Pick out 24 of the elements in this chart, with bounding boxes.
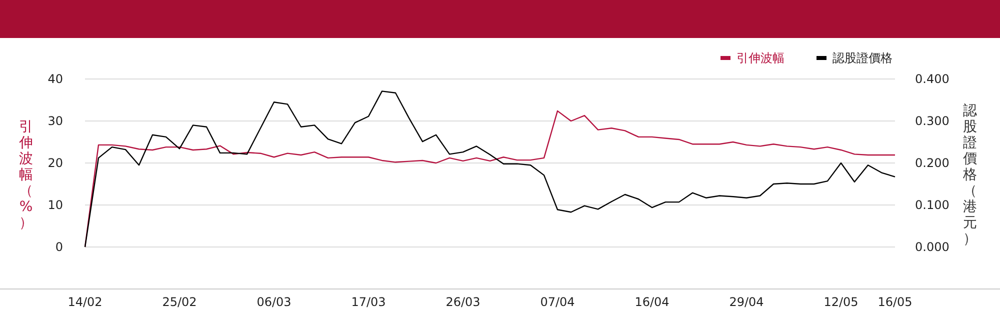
legend-label: 認股證價格 [832,51,892,65]
x-tick-label: 25/02 [162,295,197,309]
y2-tick-label: 0.200 [915,156,950,170]
x-tick-label: 12/05 [824,295,858,309]
y2-tick-label: 0.100 [915,198,950,212]
text: 認股證價格（港元） [963,102,977,247]
x-tick-label: 16/04 [634,295,670,309]
x-tick-label: 14/02 [68,295,102,309]
y2-tick-label: 0.300 [915,114,950,128]
x-tick-label: 16/05 [878,295,912,309]
y-tick-label: 30 [48,114,63,128]
y-tick-label: 0 [55,240,63,254]
x-tick-label: 29/04 [729,295,764,309]
legend-label: 引伸波幅 [736,51,784,65]
y2-tick-label: 0.400 [915,72,950,86]
x-tick-label: 07/04 [540,295,575,309]
y-tick-label: 10 [48,198,63,212]
y2-tick-label: 0.000 [915,240,950,254]
x-tick-label: 26/03 [446,295,480,309]
y-axis-title: 引伸波幅（%） [18,118,33,231]
x-tick-label: 06/03 [256,295,292,309]
y-tick-label: 20 [48,156,63,170]
x-tick-label: 17/03 [351,295,386,309]
y-tick-label: 40 [48,72,63,86]
